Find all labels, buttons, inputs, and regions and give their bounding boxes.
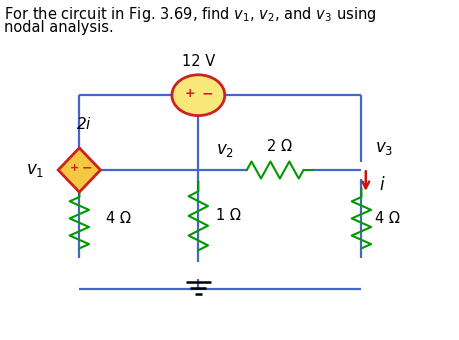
Text: 12 V: 12 V — [181, 54, 214, 69]
Text: $v_1$: $v_1$ — [26, 161, 44, 179]
Text: $v_3$: $v_3$ — [374, 139, 392, 157]
Text: 4 Ω: 4 Ω — [374, 211, 398, 226]
Text: For the circuit in Fig. 3.69, find $v_1$, $v_2$, and $v_3$ using: For the circuit in Fig. 3.69, find $v_1$… — [5, 5, 376, 24]
Text: 2 Ω: 2 Ω — [267, 139, 292, 154]
Text: −: − — [201, 86, 213, 101]
Polygon shape — [58, 148, 100, 192]
Text: $v_2$: $v_2$ — [215, 141, 234, 158]
Circle shape — [172, 75, 224, 116]
Text: +: + — [185, 87, 195, 100]
Text: +: + — [69, 163, 78, 173]
Text: 4 Ω: 4 Ω — [106, 211, 130, 226]
Text: −: − — [82, 162, 92, 175]
Text: nodal analysis.: nodal analysis. — [5, 20, 114, 35]
Text: 1 Ω: 1 Ω — [215, 208, 241, 223]
Text: $i$: $i$ — [378, 176, 385, 194]
Text: 2$i$: 2$i$ — [76, 116, 91, 132]
